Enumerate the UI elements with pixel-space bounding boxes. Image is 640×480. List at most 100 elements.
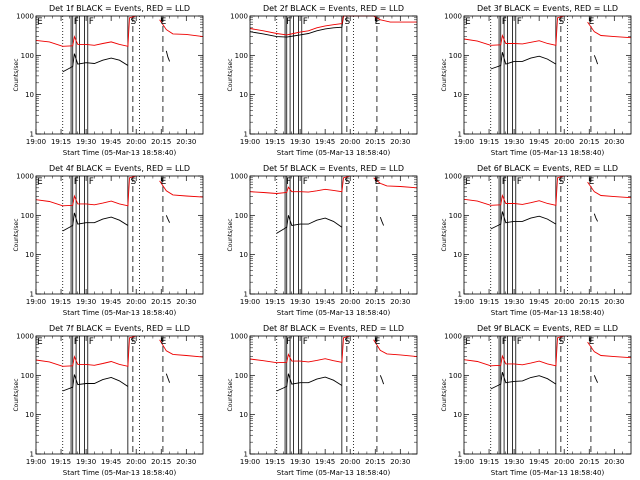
plot-frame <box>463 335 632 455</box>
x-tick-label: 19:00 <box>454 298 474 306</box>
series-line-events <box>593 55 599 65</box>
flag-label: E <box>37 177 43 187</box>
flag-label: E <box>465 177 471 187</box>
plot-frame <box>249 15 418 135</box>
x-tick-label: 19:45 <box>529 458 549 466</box>
flag-label: E <box>465 337 471 347</box>
flag-label: F <box>517 177 522 187</box>
y-tick-label: 1 <box>30 451 34 459</box>
x-tick-label: 19:00 <box>240 458 260 466</box>
series-line-lld <box>159 19 204 38</box>
x-tick-label: 19:30 <box>76 298 96 306</box>
x-axis-label: Start Time (05-Mar-13 18:58:40) <box>491 309 605 317</box>
x-tick-label: 20:00 <box>126 458 146 466</box>
flag-label: S <box>559 337 565 347</box>
chart-panel-7: Det 7f BLACK = Events, RED = LLD Start Ti… <box>13 324 204 477</box>
y-axis-label: Counts/sec <box>441 378 448 411</box>
series-line-lld <box>159 180 204 198</box>
x-axis-label: Start Time (05-Mar-13 18:58:40) <box>63 469 177 477</box>
flag-label: S <box>345 17 351 27</box>
chart-panel-1: Det 1f BLACK = Events, RED = LLD Start Ti… <box>13 4 204 157</box>
x-tick-label: 19:45 <box>101 138 121 146</box>
chart-panel-9: Det 9f BLACK = Events, RED = LLD Start Ti… <box>441 324 632 477</box>
flag-label: S <box>345 337 351 347</box>
flag-label: F <box>74 337 79 347</box>
flag-label: F <box>89 337 94 347</box>
chart-panel-4: Det 4f BLACK = Events, RED = LLD Start Ti… <box>13 164 204 317</box>
flag-label: E <box>375 17 381 27</box>
chart-panel-8: Det 8f BLACK = Events, RED = LLD Start Ti… <box>227 324 418 477</box>
flag-label: E <box>161 17 167 27</box>
x-tick-label: 20:30 <box>390 458 410 466</box>
x-tick-label: 19:00 <box>240 138 260 146</box>
y-tick-label: 10 <box>453 251 462 259</box>
y-axis-label: Counts/sec <box>227 378 234 411</box>
x-tick-label: 20:00 <box>554 458 574 466</box>
flag-label: S <box>345 177 351 187</box>
series-line-lld <box>587 181 632 199</box>
series-line-lld <box>249 175 351 194</box>
y-tick-label: 1 <box>244 451 248 459</box>
x-axis-label: Start Time (05-Mar-13 18:58:40) <box>277 149 391 157</box>
flag-label: E <box>375 177 381 187</box>
plot-frame <box>463 15 632 135</box>
y-tick-label: 100 <box>449 212 462 220</box>
x-axis-label: Start Time (05-Mar-13 18:58:40) <box>63 149 177 157</box>
chart-title: Det 7f BLACK = Events, RED = LLD <box>49 324 190 333</box>
series-line-events <box>490 372 557 390</box>
y-tick-label: 1 <box>458 451 462 459</box>
x-tick-label: 20:30 <box>604 138 624 146</box>
chart-panel-6: Det 6f BLACK = Events, RED = LLD Start Ti… <box>441 164 632 317</box>
y-tick-label: 100 <box>21 52 34 60</box>
chart-title: Det 8f BLACK = Events, RED = LLD <box>263 324 404 333</box>
y-tick-label: 1 <box>244 291 248 299</box>
flag-label: S <box>131 337 137 347</box>
series-line-events <box>276 373 343 392</box>
y-tick-label: 1 <box>30 291 34 299</box>
x-tick-label: 19:45 <box>101 458 121 466</box>
chart-title: Det 6f BLACK = Events, RED = LLD <box>477 164 618 173</box>
y-tick-label: 1 <box>244 131 248 139</box>
x-tick-label: 19:45 <box>315 298 335 306</box>
series-line-lld <box>249 15 417 36</box>
x-axis-label: Start Time (05-Mar-13 18:58:40) <box>277 309 391 317</box>
flag-label: S <box>131 177 137 187</box>
chart-title: Det 4f BLACK = Events, RED = LLD <box>49 164 190 173</box>
flag-label: F <box>502 177 507 187</box>
plot-frame <box>35 335 204 455</box>
x-tick-label: 19:30 <box>504 298 524 306</box>
x-tick-label: 20:15 <box>579 458 599 466</box>
plot-frame <box>35 175 204 295</box>
series-line-events <box>490 52 557 70</box>
x-tick-label: 19:00 <box>454 138 474 146</box>
flag-label: F <box>89 17 94 27</box>
x-tick-label: 19:15 <box>479 138 499 146</box>
x-tick-label: 19:30 <box>504 458 524 466</box>
series-line-events <box>165 373 171 383</box>
flag-label: E <box>375 337 381 347</box>
x-tick-label: 19:30 <box>76 138 96 146</box>
chart-title: Det 2f BLACK = Events, RED = LLD <box>263 4 404 13</box>
x-tick-label: 19:45 <box>529 298 549 306</box>
x-tick-label: 20:30 <box>604 298 624 306</box>
flag-label: F <box>517 17 522 27</box>
x-tick-label: 19:00 <box>240 298 260 306</box>
flag-label: F <box>89 177 94 187</box>
y-tick-label: 10 <box>239 251 248 259</box>
series-line-lld <box>463 175 565 206</box>
x-tick-label: 19:00 <box>26 298 46 306</box>
x-tick-label: 19:15 <box>479 458 499 466</box>
flag-label: F <box>286 17 291 27</box>
flag-label: F <box>303 177 308 187</box>
flag-label: E <box>161 337 167 347</box>
y-axis-label: Counts/sec <box>13 218 20 251</box>
x-tick-label: 19:00 <box>26 138 46 146</box>
x-tick-label: 20:15 <box>151 138 171 146</box>
y-tick-label: 1000 <box>230 333 248 341</box>
y-tick-label: 1 <box>30 131 34 139</box>
x-tick-label: 19:15 <box>51 458 71 466</box>
series-line-events <box>379 216 385 226</box>
y-tick-label: 100 <box>235 372 248 380</box>
x-tick-label: 19:45 <box>101 298 121 306</box>
x-tick-label: 19:45 <box>529 138 549 146</box>
